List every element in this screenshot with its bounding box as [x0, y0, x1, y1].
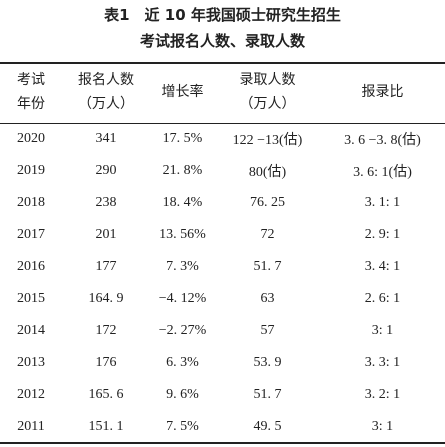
table-cell: 341 — [95, 131, 117, 147]
header-row: 考试 年份 报名人数 （万人） 增长率 录取人数 （万人） 报录比 — [0, 63, 445, 124]
table-cell: 2014 — [17, 323, 45, 338]
table-cell: 290 — [95, 163, 117, 178]
table-cell: 2. 6: 1 — [364, 291, 401, 306]
header-text: 考试 — [17, 73, 45, 89]
table-cell: 2011 — [17, 418, 45, 434]
table-cell: 3. 4: 1 — [364, 259, 401, 274]
header-text: 报录比 — [361, 85, 404, 101]
table-cell: 6. 3% — [166, 355, 199, 370]
header-text: 录取人数 — [239, 73, 296, 89]
header-cell: 报录比 — [320, 63, 445, 124]
data-table: 考试 年份 报名人数 （万人） 增长率 录取人数 （万人） 报录比 2020 341 17. 5%… — [0, 62, 445, 444]
table-cell: 3. 3: 1 — [364, 355, 401, 370]
table-cell: 7. 3% — [166, 259, 199, 274]
table-cell: 76. 25 — [250, 195, 285, 210]
table-cell: 122 −13(估) — [232, 133, 303, 149]
header-cell: 录取人数 （万人） — [215, 63, 320, 124]
table-cell: 151. 1 — [88, 418, 124, 434]
table-cell: −4. 12% — [158, 291, 207, 306]
header-text: （万人） — [239, 97, 296, 113]
table-row: 2017 201 13. 56% 72 2. 9: 1 — [0, 219, 445, 251]
table-body: 2020 341 17. 5% 122 −13(估) 3. 6 −3. 8(估) 2019… — [0, 123, 445, 443]
header-cell: 增长率 — [150, 63, 215, 124]
table-cell: 3. 6 −3. 8(估) — [344, 133, 421, 149]
table-cell: 51. 7 — [253, 259, 282, 274]
table-cell: 2017 — [17, 227, 45, 242]
table-cell: 201 — [95, 227, 117, 242]
table-cell: 3. 1: 1 — [364, 195, 401, 210]
table-cell: 80(估) — [248, 165, 287, 180]
header-text: 年份 — [17, 97, 45, 113]
table-title: 表1 近 10 年我国硕士研究生招生 — [104, 6, 341, 24]
table-cell: 2016 — [17, 259, 45, 274]
table-cell: 72 — [260, 227, 275, 242]
header-text: 报名人数 — [78, 73, 134, 89]
table-row: 2019 290 21. 8% 80(估) 3. 6: 1(估) — [0, 155, 445, 187]
table-row: 2015 164. 9 −4. 12% 63 2. 6: 1 — [0, 283, 445, 315]
table-row: 2016 177 7. 3% 51. 7 3. 4: 1 — [0, 251, 445, 283]
header-cell: 考试 年份 — [0, 63, 62, 124]
table-cell: 2. 9: 1 — [364, 227, 401, 242]
table-cell: 3. 2: 1 — [364, 387, 401, 402]
table-cell: 18. 4% — [162, 195, 203, 210]
table-row: 2011 151. 1 7. 5% 49. 5 3: 1 — [0, 411, 445, 443]
table-cell: 176 — [95, 355, 117, 370]
table-row: 2012 165. 6 9. 6% 51. 7 3. 2: 1 — [0, 379, 445, 411]
table-subtitle: 考试报名人数、录取人数 — [139, 32, 305, 50]
table-cell: 21. 8% — [162, 163, 203, 178]
table-cell: 13. 56% — [159, 227, 206, 242]
table-cell: 2015 — [17, 291, 45, 306]
table-cell: 49. 5 — [253, 418, 282, 434]
table-cell: 238 — [95, 195, 117, 210]
header-text: （万人） — [78, 97, 134, 113]
table-cell: 2018 — [17, 195, 45, 210]
table-cell: 164. 9 — [88, 291, 124, 306]
header-text: 增长率 — [161, 85, 204, 101]
table-cell: 63 — [260, 291, 275, 306]
table-cell: 53. 9 — [253, 355, 282, 370]
table-row: 2014 172 −2. 27% 57 3: 1 — [0, 315, 445, 347]
table-cell: 7. 5% — [166, 418, 199, 434]
table-cell: 2020 — [17, 131, 45, 147]
table-row: 2020 341 17. 5% 122 −13(估) 3. 6 −3. 8(估) — [0, 123, 445, 155]
header-cell: 报名人数 （万人） — [62, 63, 150, 124]
table-cell: 2012 — [17, 387, 45, 402]
table-cell: 172 — [95, 323, 117, 338]
table-cell: 3: 1 — [371, 418, 394, 434]
table-cell: 177 — [95, 259, 117, 274]
table-row: 2013 176 6. 3% 53. 9 3. 3: 1 — [0, 347, 445, 379]
table-cell: 17. 5% — [162, 131, 203, 147]
table-cell: 2019 — [17, 163, 45, 178]
table-row: 2018 238 18. 4% 76. 25 3. 1: 1 — [0, 187, 445, 219]
table-cell: 57 — [260, 323, 275, 338]
table-cell: 2013 — [17, 355, 45, 370]
table-cell: 51. 7 — [253, 387, 282, 402]
table-cell: 165. 6 — [88, 387, 124, 402]
table-cell: 3. 6: 1(估) — [353, 165, 412, 180]
table-cell: 3: 1 — [371, 323, 394, 338]
table-cell: 9. 6% — [166, 387, 199, 402]
table-cell: −2. 27% — [158, 323, 207, 338]
